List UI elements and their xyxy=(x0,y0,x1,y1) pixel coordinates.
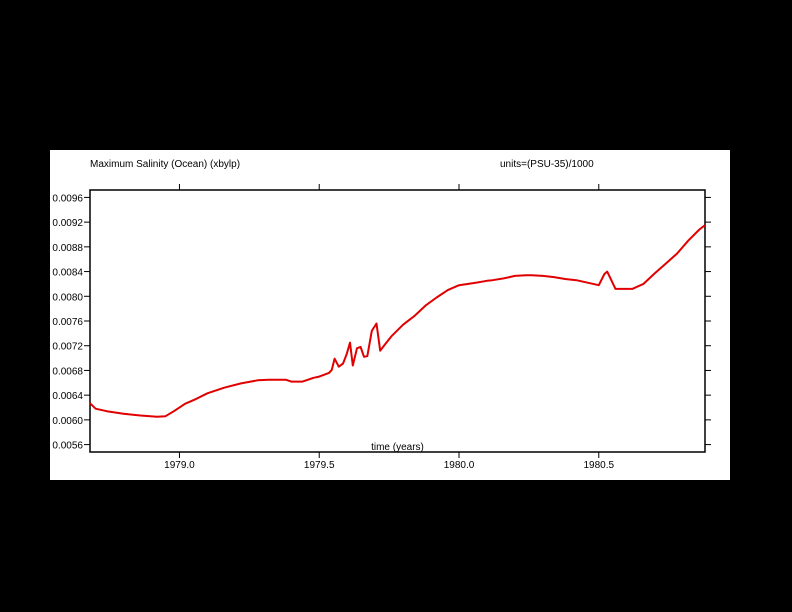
series-group xyxy=(89,224,706,418)
y-tick-label: 0.0096 xyxy=(52,193,83,204)
y-tick-label: 0.0072 xyxy=(52,342,83,353)
axes-group: 1979.0 1979.5 1980.0 1980.5 0.0056 0.0060 0.00… xyxy=(52,184,711,471)
chart-title: Maximum Salinity (Ocean) (xbylp) xyxy=(90,159,240,170)
x-tick-label: 1980.0 xyxy=(444,460,475,471)
y-tick-label: 0.0064 xyxy=(52,391,83,402)
salinity-chart: Maximum Salinity (Ocean) (xbylp) units=(… xyxy=(52,159,711,471)
x-tick-label: 1979.0 xyxy=(164,460,195,471)
x-tick-label: 1979.5 xyxy=(304,460,335,471)
y-tick-label: 0.0084 xyxy=(52,268,83,279)
plot-frame xyxy=(89,189,706,453)
y-tick-label: 0.0056 xyxy=(52,441,83,452)
x-axis-label: time (years) xyxy=(371,442,424,453)
y-tick-label: 0.0076 xyxy=(52,317,83,328)
y-tick-label: 0.0060 xyxy=(52,416,83,427)
plot-panel: Maximum Salinity (Ocean) (xbylp) units=(… xyxy=(50,150,730,480)
y-tick-label: 0.0092 xyxy=(52,218,83,229)
units-label: units=(PSU-35)/1000 xyxy=(500,159,594,170)
y-tick-label: 0.0080 xyxy=(52,292,83,303)
y-tick-label: 0.0088 xyxy=(52,243,83,254)
series-line-0 xyxy=(89,224,706,418)
y-tick-label: 0.0068 xyxy=(52,366,83,377)
x-tick-label: 1980.5 xyxy=(583,460,614,471)
